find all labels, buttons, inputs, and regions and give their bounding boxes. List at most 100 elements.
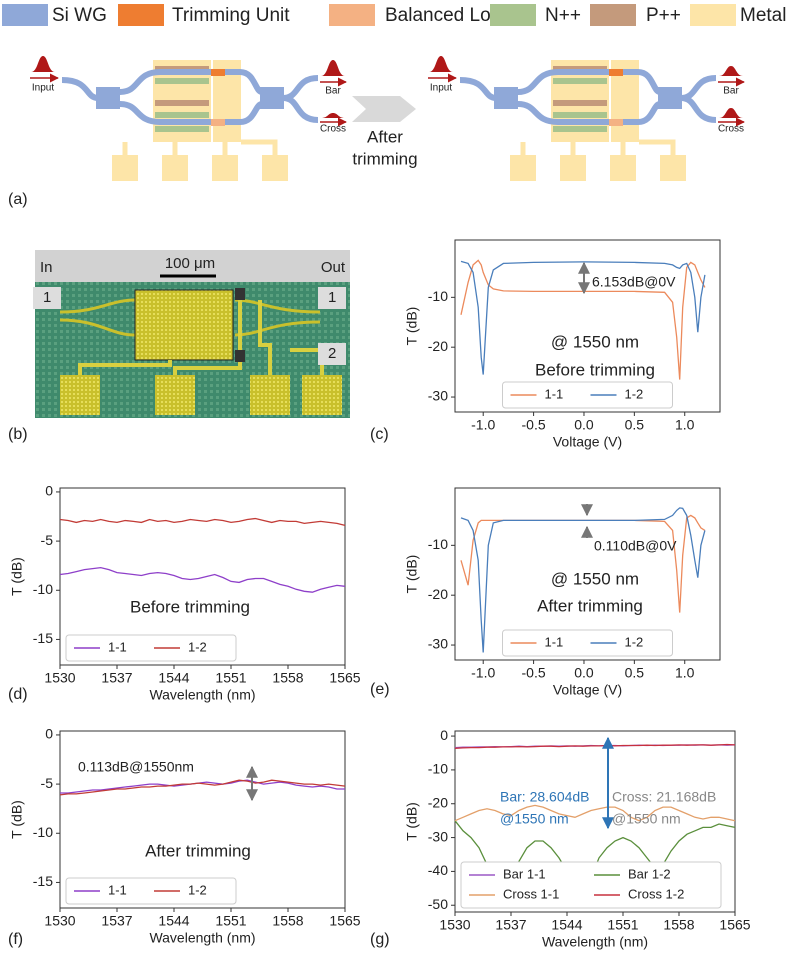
legend-label: P++ (646, 5, 681, 26)
mmi (494, 87, 518, 109)
annotation: 6.153dB@0V (592, 274, 676, 290)
legend-swatch (2, 4, 48, 26)
y-tick-label: 0 (440, 727, 448, 743)
legend-label: 1-1 (108, 639, 127, 654)
y-tick-label: -10 (428, 761, 448, 777)
legend-box (65, 634, 237, 662)
panel-label: (g) (370, 931, 390, 948)
x-tick-label: 1551 (215, 913, 246, 929)
series-line (59, 517, 346, 527)
x-tick-label: 1537 (495, 917, 526, 933)
y-tick-label: -10 (428, 288, 448, 304)
legend: Si WG Trimming Unit Balanced Loss N++ P++ Met… (2, 4, 786, 26)
x-tick-label: 1551 (607, 917, 638, 933)
annotation: After trimming (145, 841, 251, 860)
pad (510, 155, 536, 181)
process-arrow (352, 96, 416, 122)
plot-frame (59, 487, 346, 666)
series-line (460, 259, 706, 380)
pad (212, 155, 238, 181)
x-tick-label: 1544 (158, 913, 189, 929)
legend-label: Bar 1-1 (503, 866, 546, 881)
diagram: Input Bar Cross Input Bar Cross After trimming (30, 56, 745, 181)
y-tick-label: -30 (428, 388, 448, 404)
pad (302, 375, 342, 415)
arrow-label: After (367, 127, 403, 146)
pad (60, 375, 100, 415)
trim-unit (235, 350, 245, 362)
legend-label: Trimming Unit (172, 5, 290, 26)
y-tick-label: -50 (428, 896, 448, 912)
legend-swatch (118, 4, 164, 26)
legend-box (502, 381, 673, 409)
metal-line (122, 139, 278, 155)
pad (112, 155, 138, 181)
x-tick-label: 1565 (329, 913, 360, 929)
scale-label: 100 μm (165, 255, 215, 272)
device: Input Bar Cross (428, 56, 745, 181)
legend-label: Balanced Loss (385, 5, 510, 26)
chart: 1530 1537 1544 1551 1558 1565 -15 -10 -5 0 Wavelen… (9, 483, 361, 703)
arrow-label: trimming (352, 149, 417, 168)
port-box (318, 287, 346, 309)
photo: In Out 100 μm 1 1 2 (33, 250, 350, 418)
port-label: 2 (328, 345, 336, 362)
y-axis-label: T (dB) (9, 557, 25, 596)
plot-frame (59, 730, 346, 909)
panel-label: (c) (370, 426, 389, 443)
input-label: Input (32, 83, 54, 94)
x-tick-label: 0.0 (574, 665, 594, 681)
mmi (260, 87, 284, 109)
legend-label: Cross 1-2 (628, 886, 684, 901)
waveguide (459, 69, 717, 125)
legend-box (65, 877, 237, 905)
pad (162, 155, 188, 181)
series-line (460, 260, 706, 375)
waveguide (61, 69, 319, 125)
annotation: @1550 nm (500, 811, 569, 827)
y-tick-label: -40 (428, 862, 448, 878)
x-tick-label: 1544 (158, 670, 189, 686)
pad (262, 155, 288, 181)
annotation: Before trimming (535, 360, 655, 379)
legend-label: 1-1 (545, 386, 564, 401)
panel-label: (b) (8, 426, 28, 443)
x-tick-label: 1530 (44, 670, 75, 686)
pad (155, 375, 195, 415)
trimming-unit (211, 69, 225, 76)
x-axis-label: Wavelength (nm) (542, 934, 648, 950)
x-tick-label: 1530 (44, 913, 75, 929)
x-tick-label: 1544 (551, 917, 582, 933)
series-line (460, 507, 706, 653)
pad (250, 375, 290, 415)
in-label: In (40, 259, 53, 276)
pulse (429, 56, 453, 72)
x-tick-label: 1537 (101, 913, 132, 929)
trim-unit (235, 288, 245, 300)
x-tick-label: 1537 (101, 670, 132, 686)
chart: -1.0 -0.5 0.0 0.5 1.0 -30 -20 -10 Voltage (V) T (… (404, 487, 721, 698)
port-label: 1 (43, 289, 51, 306)
cross-label: Cross (718, 124, 744, 135)
legend-swatch (690, 4, 736, 26)
x-tick-label: 1.0 (675, 417, 695, 433)
x-tick-label: 1.0 (675, 665, 695, 681)
series-line (59, 566, 346, 593)
y-tick-label: -20 (428, 794, 448, 810)
chart: 1530 1537 1544 1551 1558 1565 -50 -40 -30 -20 -10 0… (404, 727, 751, 950)
x-tick-label: -1.0 (471, 417, 495, 433)
annotation: Bar: 28.604dB (500, 789, 590, 805)
port-box (33, 287, 61, 309)
y-tick-label: -20 (428, 586, 448, 602)
waveguide (59, 298, 321, 337)
annotation: Before trimming (130, 597, 250, 616)
y-tick-label: -30 (428, 636, 448, 652)
x-tick-label: 0.5 (625, 665, 645, 681)
panel-label: (d) (8, 686, 28, 703)
trimming-unit (609, 69, 623, 76)
x-tick-label: 1558 (663, 917, 694, 933)
x-tick-label: -0.5 (522, 665, 546, 681)
p-doping (553, 100, 607, 106)
pulse (719, 108, 743, 118)
